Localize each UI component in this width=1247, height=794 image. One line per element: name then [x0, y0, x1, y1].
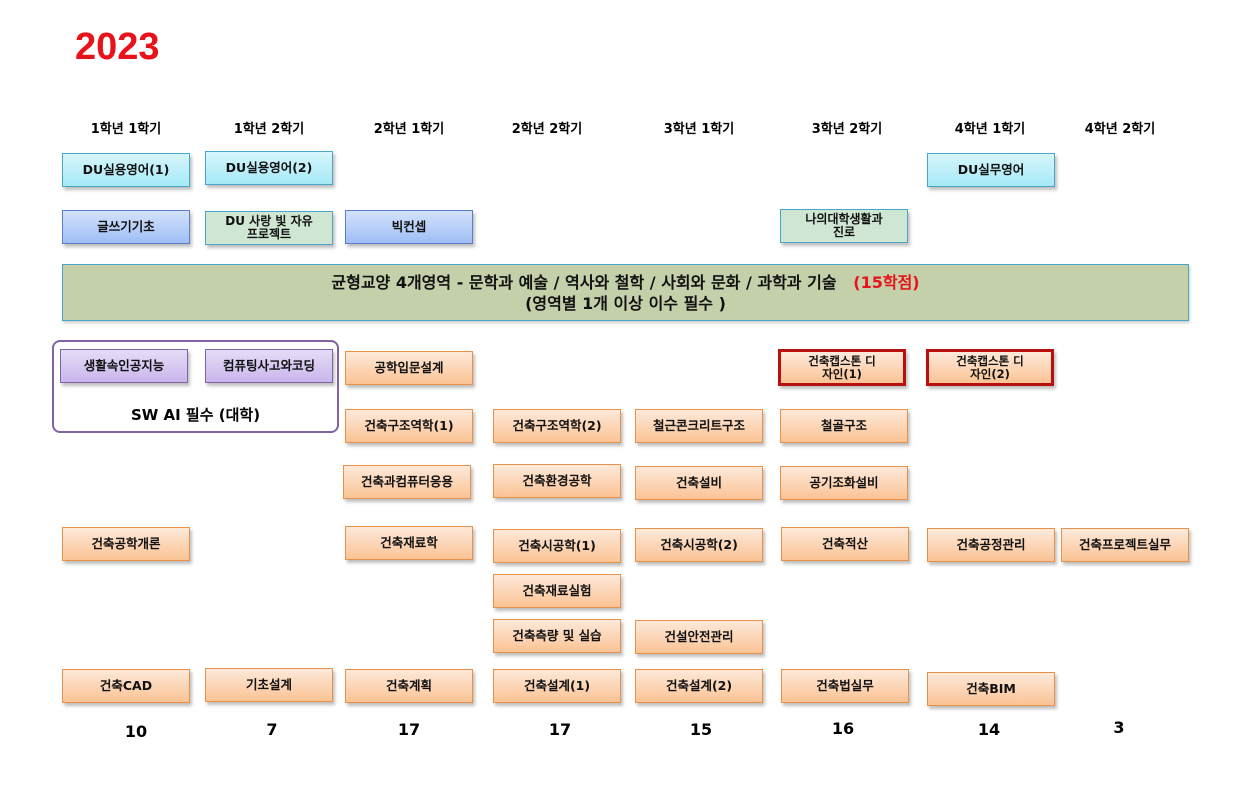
course-box: 건축과컴퓨터응용	[343, 465, 471, 499]
course-box: DU실용영어(2)	[205, 151, 333, 185]
semester-credit-total: 14	[977, 720, 1001, 739]
course-box: 건축BIM	[927, 672, 1055, 706]
course-box: 건축공학개론	[62, 527, 190, 561]
banner-credits: (15학점)	[853, 273, 920, 292]
course-box: 건축설비	[635, 466, 763, 500]
semester-header: 1학년 1학기	[90, 122, 162, 137]
course-box: 건축계획	[345, 669, 473, 703]
semester-credit-total: 17	[397, 720, 421, 739]
semester-header: 2학년 1학기	[373, 122, 445, 137]
semester-header: 3학년 1학기	[663, 122, 735, 137]
course-box: 빅컨셉	[345, 210, 473, 244]
course-box: 기초설계	[205, 668, 333, 702]
semester-credit-total: 17	[548, 720, 572, 739]
course-box: 건축시공학(2)	[635, 528, 763, 562]
sw-ai-group	[52, 340, 339, 433]
course-box: 건축환경공학	[493, 464, 621, 498]
semester-header: 3학년 2학기	[811, 122, 883, 137]
course-box: 건축구조역학(2)	[493, 409, 621, 443]
course-box: 건축설계(2)	[635, 669, 763, 703]
course-box: 공학입문설계	[345, 351, 473, 385]
capstone-box: 건축캡스톤 디자인(1)	[778, 349, 906, 386]
course-box: 철근콘크리트구조	[635, 409, 763, 443]
semester-header: 4학년 1학기	[954, 122, 1026, 137]
banner-line1: 균형교양 4개영역 - 문학과 예술 / 역사와 철학 / 사회와 문화 / 과…	[331, 273, 837, 292]
course-box: 건축CAD	[62, 669, 190, 703]
course-box: 건축시공학(1)	[493, 529, 621, 563]
course-box: 건설안전관리	[635, 620, 763, 654]
course-box: 나의대학생활과 진로	[780, 209, 908, 243]
banner-line2: (영역별 1개 이상 이수 필수 )	[525, 293, 726, 313]
course-box: DU실용영어(1)	[62, 153, 190, 187]
semester-header: 1학년 2학기	[233, 122, 305, 137]
year-title: 2023	[75, 26, 160, 68]
course-box: 글쓰기기초	[62, 210, 190, 244]
semester-header: 4학년 2학기	[1084, 122, 1156, 137]
sw-ai-label: SW AI 필수 (대학)	[130, 406, 261, 424]
semester-header: 2학년 2학기	[511, 122, 583, 137]
course-box: 건축적산	[781, 527, 909, 561]
semester-credit-total: 3	[1113, 718, 1125, 737]
course-box: 건축공정관리	[927, 528, 1055, 562]
semester-credit-total: 10	[124, 722, 148, 741]
course-box: 건축법실무	[781, 669, 909, 703]
course-box: 컴퓨팅사고와코딩	[205, 349, 333, 383]
semester-credit-total: 15	[689, 720, 713, 739]
course-box: 건축재료실험	[493, 574, 621, 608]
course-box: 건축구조역학(1)	[345, 409, 473, 443]
course-box: 건축측량 및 실습	[493, 619, 621, 653]
semester-credit-total: 16	[831, 719, 855, 738]
course-box: 철골구조	[780, 409, 908, 443]
course-box: 건축재료학	[345, 526, 473, 560]
course-box: 건축설계(1)	[493, 669, 621, 703]
course-box: 건축프로젝트실무	[1061, 528, 1189, 562]
capstone-box: 건축캡스톤 디자인(2)	[926, 349, 1054, 386]
course-box: 공기조화설비	[780, 466, 908, 500]
course-box: 생활속인공지능	[60, 349, 188, 383]
balanced-liberal-arts-banner: 균형교양 4개영역 - 문학과 예술 / 역사와 철학 / 사회와 문화 / 과…	[62, 264, 1189, 321]
course-box: DU실무영어	[927, 153, 1055, 187]
semester-credit-total: 7	[266, 720, 278, 739]
course-box: DU 사랑 빛 자유 프로젝트	[205, 211, 333, 245]
